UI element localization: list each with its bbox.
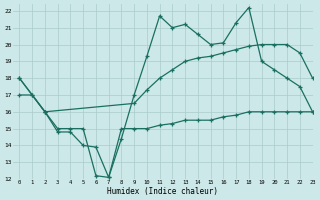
- X-axis label: Humidex (Indice chaleur): Humidex (Indice chaleur): [107, 187, 218, 196]
